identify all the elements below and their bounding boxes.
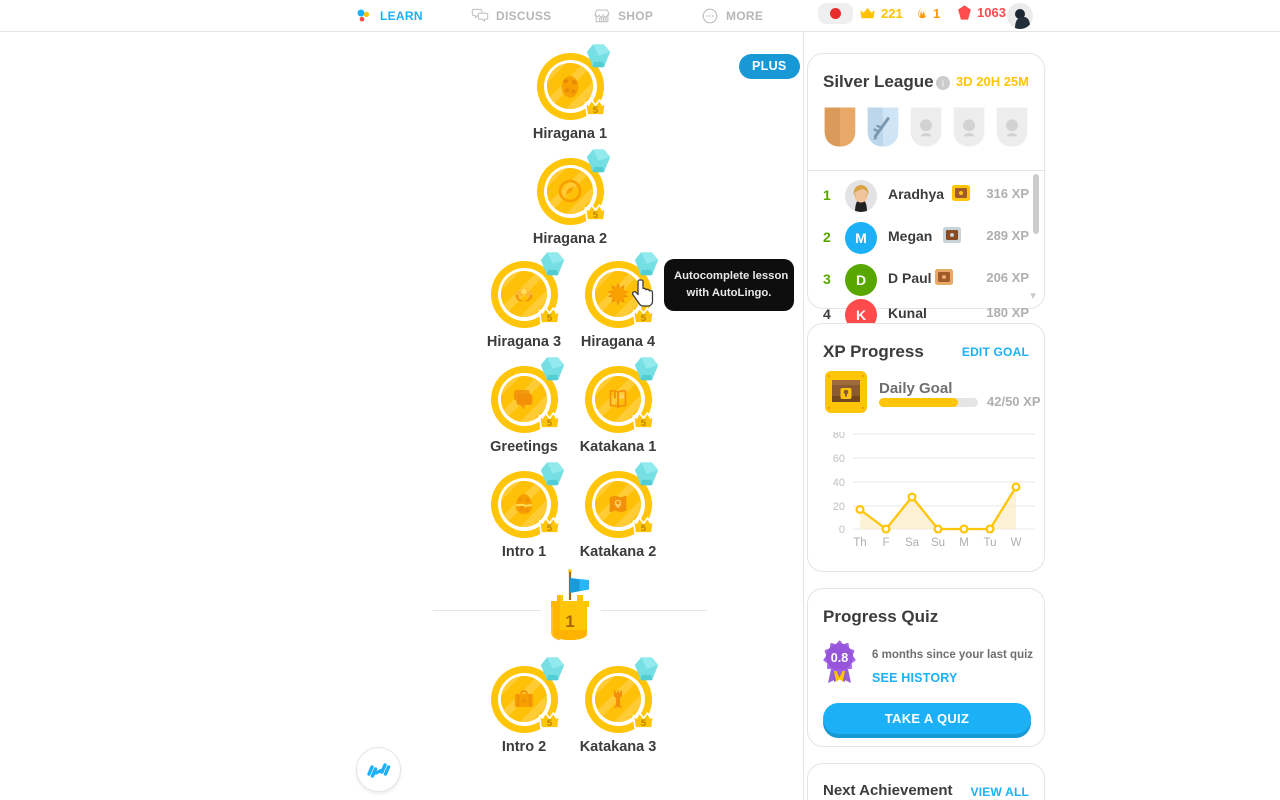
svg-text:M: M: [959, 537, 969, 549]
svg-text:F: F: [882, 537, 889, 549]
svg-text:5: 5: [546, 313, 552, 324]
svg-text:W: W: [1011, 537, 1022, 549]
svg-text:20: 20: [833, 501, 845, 513]
svg-text:80: 80: [833, 432, 845, 441]
svg-text:5: 5: [546, 523, 552, 534]
svg-text:5: 5: [640, 418, 646, 429]
svg-text:1: 1: [565, 612, 574, 631]
svg-text:5: 5: [546, 418, 552, 429]
svg-text:0: 0: [839, 524, 845, 536]
svg-text:Tu: Tu: [984, 537, 997, 549]
svg-text:5: 5: [640, 313, 646, 324]
svg-text:Th: Th: [853, 537, 866, 549]
svg-text:Su: Su: [931, 537, 945, 549]
svg-text:5: 5: [640, 523, 646, 534]
svg-text:0.8: 0.8: [831, 651, 848, 665]
svg-text:5: 5: [592, 210, 598, 221]
svg-text:5: 5: [592, 105, 598, 116]
svg-text:i: i: [942, 79, 944, 89]
svg-text:Sa: Sa: [905, 537, 920, 549]
svg-text:5: 5: [546, 718, 552, 729]
svg-text:60: 60: [833, 453, 845, 465]
svg-text:40: 40: [833, 477, 845, 489]
svg-text:5: 5: [640, 718, 646, 729]
